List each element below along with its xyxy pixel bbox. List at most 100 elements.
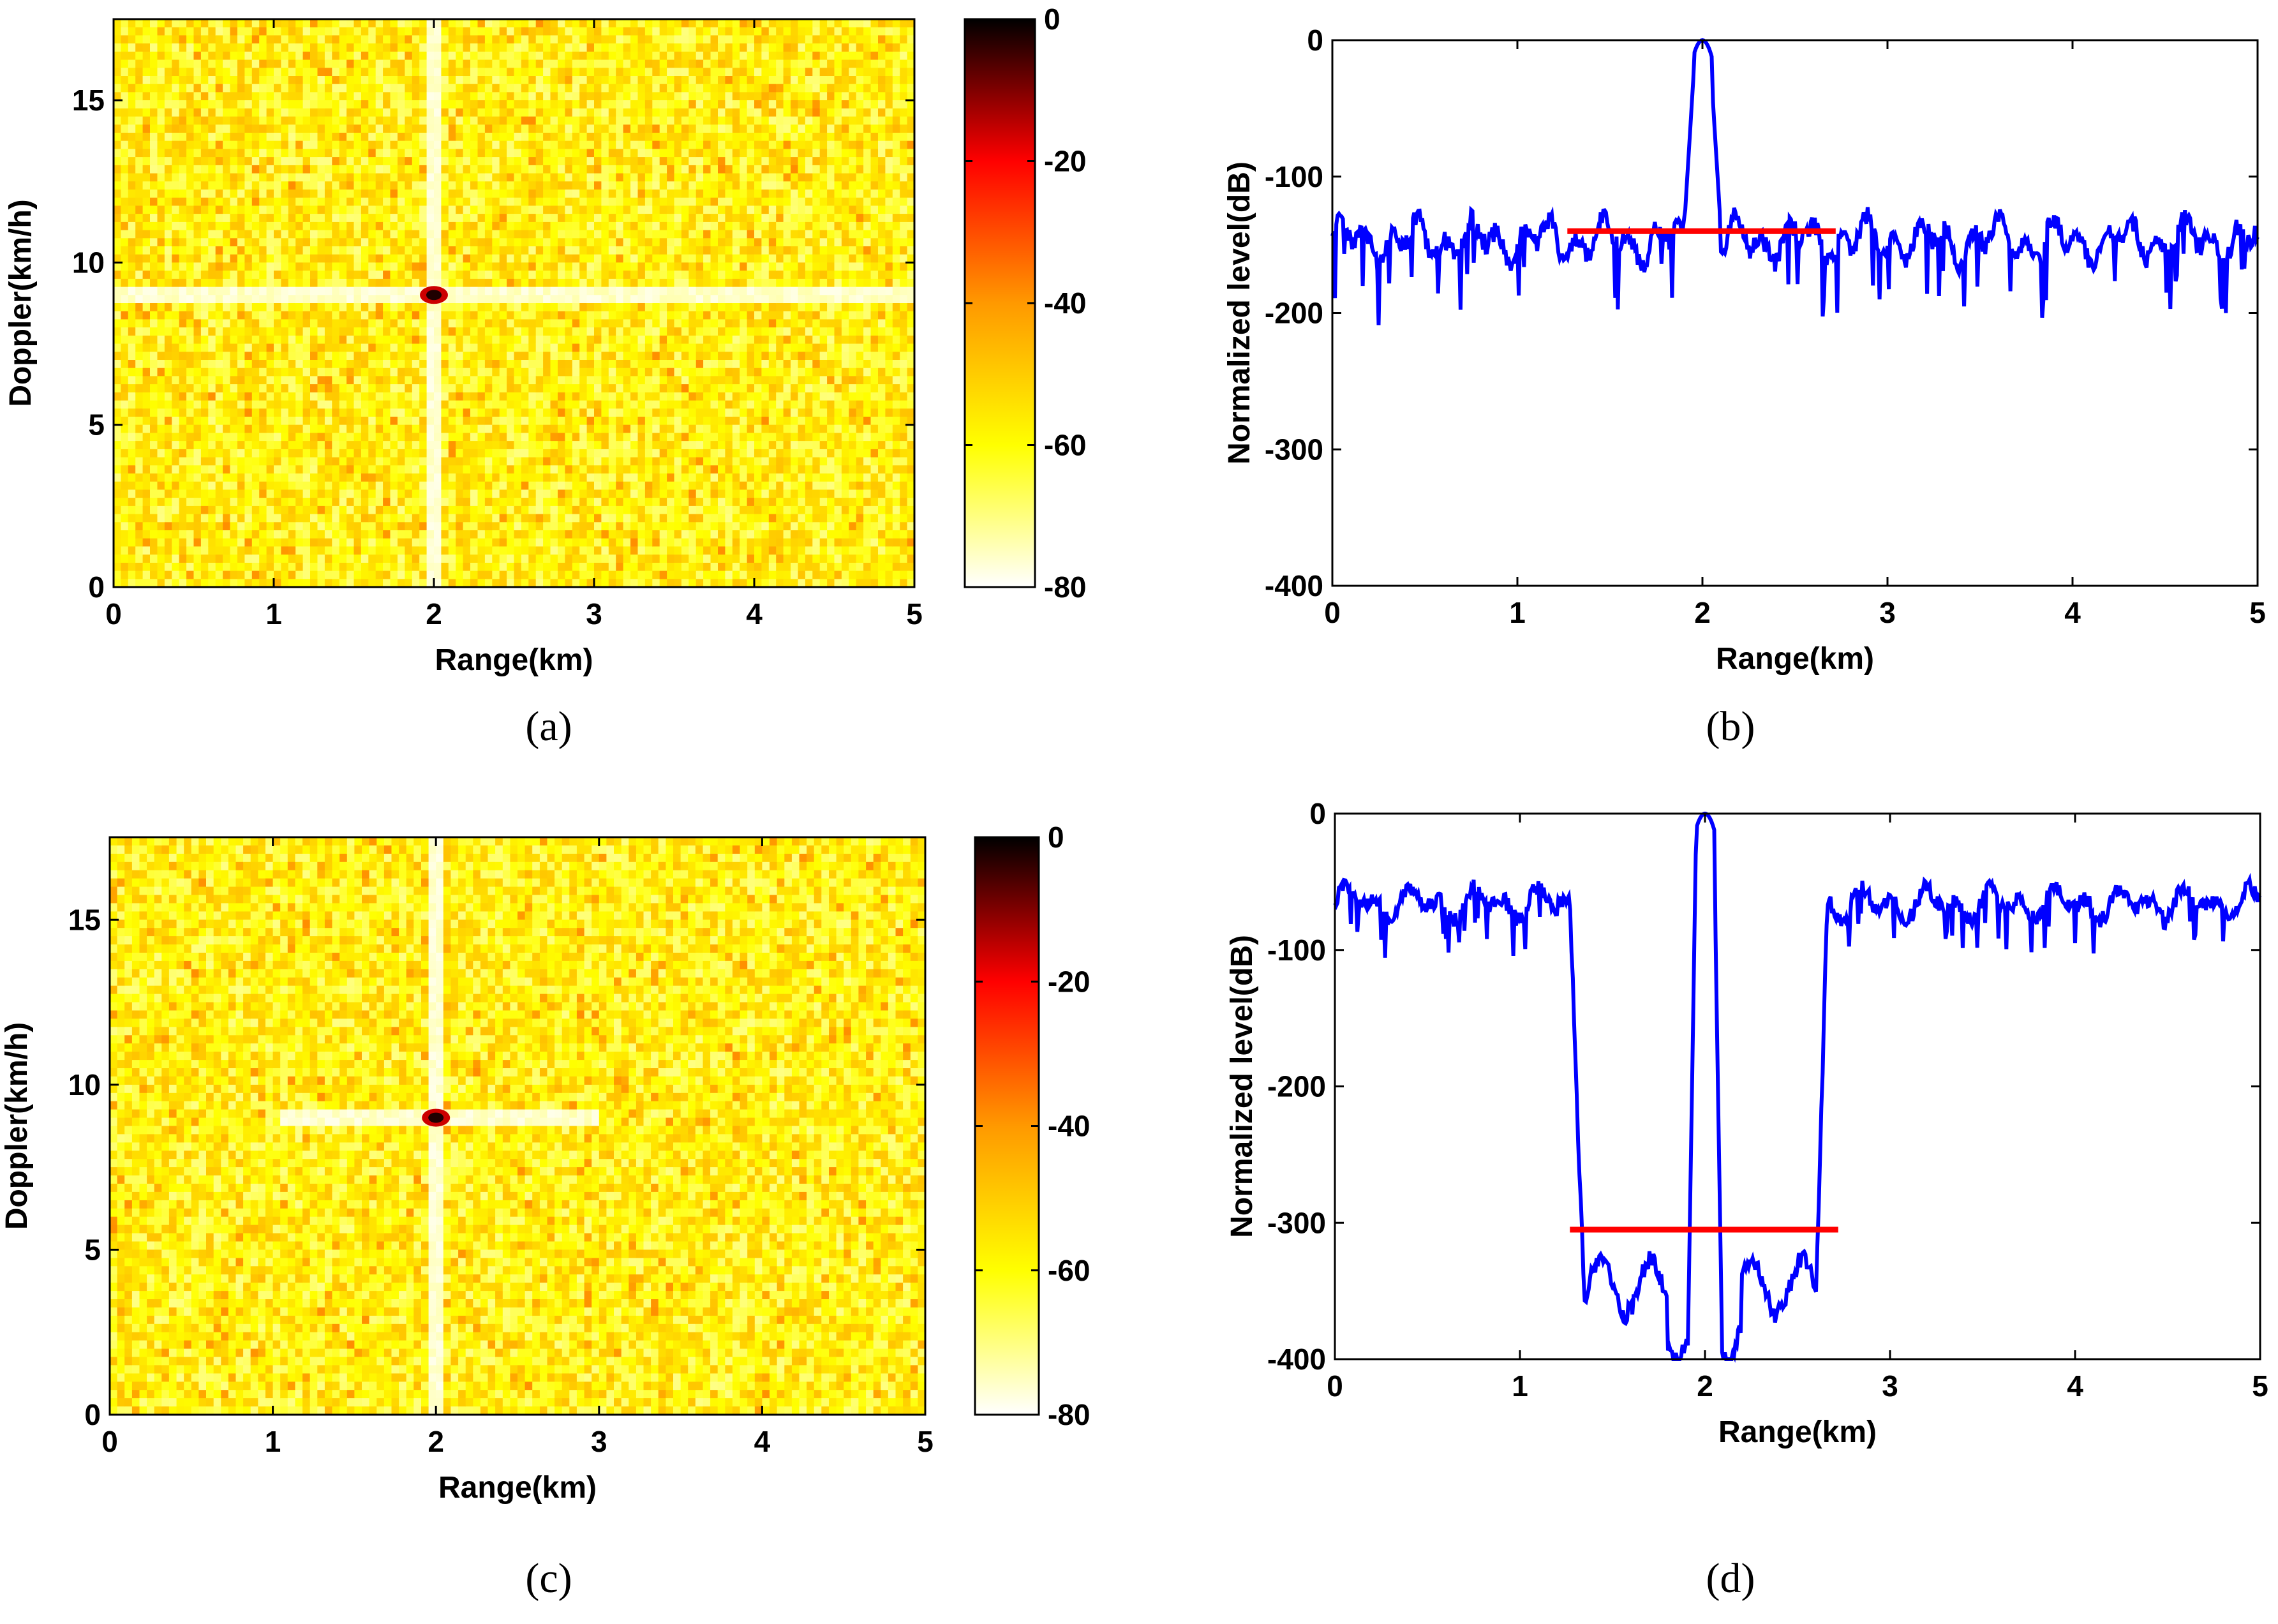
- heatmap-cell: [579, 271, 588, 279]
- heatmap-cell: [572, 165, 580, 174]
- heatmap-cell: [179, 271, 187, 279]
- heatmap-cell: [528, 262, 537, 271]
- heatmap-cell: [608, 457, 616, 466]
- heatmap-cell: [565, 271, 573, 279]
- heatmap-cell: [499, 562, 507, 572]
- heatmap-cell: [543, 546, 551, 555]
- heatmap-cell: [470, 555, 478, 563]
- heatmap-cell: [259, 190, 267, 198]
- heatmap-cell: [375, 489, 383, 498]
- heatmap-cell: [441, 376, 449, 385]
- heatmap-cell: [535, 368, 544, 376]
- heatmap-cell: [142, 538, 151, 547]
- heatmap-cell: [332, 311, 340, 320]
- heatmap-cell: [558, 278, 565, 288]
- heatmap-cell: [484, 562, 493, 572]
- heatmap-cell: [121, 157, 129, 166]
- heatmap-cell: [114, 408, 121, 417]
- heatmap-cell: [507, 157, 515, 166]
- heatmap-cell: [586, 197, 595, 206]
- heatmap-cell: [114, 157, 121, 166]
- heatmap-cell: [579, 84, 588, 93]
- heatmap-cell: [186, 449, 195, 458]
- heatmap-cell: [398, 555, 405, 563]
- heatmap-cell: [375, 522, 383, 531]
- heatmap-cell: [142, 205, 151, 214]
- heatmap-cell: [142, 254, 151, 263]
- heatmap-cell: [412, 449, 420, 458]
- heatmap-cell: [281, 473, 289, 482]
- heatmap-cell: [223, 27, 231, 36]
- heatmap-cell: [623, 498, 631, 507]
- heatmap-cell: [543, 311, 551, 320]
- heatmap-cell: [616, 76, 624, 85]
- heatmap-cell: [550, 433, 558, 442]
- heatmap-cell: [550, 43, 558, 52]
- heatmap-cell: [441, 335, 449, 345]
- heatmap-cell: [354, 408, 362, 417]
- heatmap-cell: [594, 352, 602, 361]
- heatmap-cell: [361, 579, 369, 588]
- heatmap-cell: [572, 311, 580, 320]
- heatmap-cell: [259, 271, 267, 279]
- heatmap-cell: [237, 424, 245, 433]
- heatmap-cell: [361, 562, 369, 572]
- heatmap-cell: [339, 360, 347, 369]
- heatmap-cell: [616, 254, 624, 263]
- heatmap-cell: [412, 570, 420, 579]
- heatmap-cell: [419, 27, 428, 36]
- heatmap-cell: [128, 311, 136, 320]
- heatmap-cell: [172, 124, 180, 133]
- heatmap-cell: [492, 278, 500, 288]
- heatmap-cell: [150, 424, 158, 433]
- heatmap-cell: [390, 262, 398, 271]
- heatmap-cell: [572, 481, 580, 490]
- heatmap-cell: [623, 424, 631, 433]
- heatmap-cell: [434, 481, 442, 490]
- heatmap-cell: [586, 400, 595, 409]
- heatmap-cell: [346, 376, 355, 385]
- heatmap-cell: [208, 190, 216, 198]
- heatmap-cell: [259, 538, 267, 547]
- heatmap-cell: [288, 570, 296, 579]
- heatmap-cell: [514, 562, 522, 572]
- heatmap-cell: [608, 43, 616, 52]
- heatmap-cell: [302, 116, 311, 125]
- heatmap-cell: [215, 181, 223, 190]
- heatmap-cell: [208, 108, 216, 117]
- heatmap-cell: [324, 133, 332, 142]
- heatmap-cell: [317, 76, 325, 85]
- heatmap-cell: [456, 133, 464, 142]
- heatmap-cell: [186, 408, 195, 417]
- heatmap-cell: [419, 303, 428, 312]
- heatmap-cell: [470, 343, 478, 352]
- heatmap-cell: [616, 230, 624, 239]
- heatmap-cell: [157, 68, 165, 77]
- heatmap-cell: [565, 546, 573, 555]
- heatmap-cell: [288, 489, 296, 498]
- heatmap-cell: [317, 343, 325, 352]
- heatmap-cell: [142, 433, 151, 442]
- heatmap-cell: [630, 51, 638, 61]
- heatmap-a: [114, 19, 915, 588]
- heatmap-cell: [550, 384, 558, 393]
- heatmap-cell: [507, 376, 515, 385]
- heatmap-cell: [579, 51, 588, 61]
- heatmap-cell: [186, 335, 195, 345]
- heatmap-cell: [398, 457, 405, 466]
- heatmap-cell: [121, 92, 129, 101]
- heatmap-cell: [142, 262, 151, 271]
- heatmap-cell: [114, 84, 121, 93]
- heatmap-cell: [346, 108, 355, 117]
- heatmap-cell: [586, 19, 595, 28]
- heatmap-cell: [608, 238, 616, 247]
- heatmap-cell: [412, 441, 420, 450]
- heatmap-cell: [295, 376, 304, 385]
- heatmap-cell: [412, 368, 420, 376]
- heatmap-cell: [507, 59, 515, 68]
- heatmap-cell: [354, 498, 362, 507]
- heatmap-cell: [172, 140, 180, 149]
- heatmap-cell: [550, 441, 558, 450]
- heatmap-cell: [492, 570, 500, 579]
- heatmap-cell: [128, 343, 136, 352]
